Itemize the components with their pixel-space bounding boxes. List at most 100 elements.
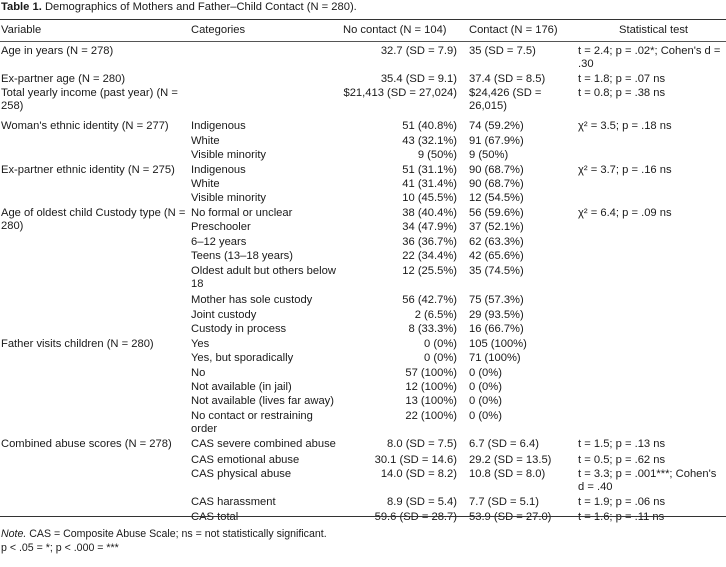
row-contact: 0 (0%) (469, 381, 502, 393)
row-contact: 105 (100%) (469, 338, 527, 350)
row-contact: 35 (74.5%) (469, 265, 524, 277)
row-no-contact: 8.9 (SD = 5.4) (387, 496, 457, 508)
row-statistical-test: t = 0.8; p = .38 ns (578, 87, 666, 99)
row-category: No contact or restraining order (191, 410, 313, 436)
row-contact: 12 (54.5%) (469, 192, 524, 204)
table-note: Note. CAS = Composite Abuse Scale; ns = … (1, 528, 327, 541)
row-contact: 91 (67.9%) (469, 135, 524, 147)
header-no-contact: No contact (N = 104) (343, 24, 447, 36)
row-contact: 6.7 (SD = 6.4) (469, 438, 539, 450)
row-contact: 7.7 (SD = 5.1) (469, 496, 539, 508)
row-no-contact: 8.0 (SD = 7.5) (387, 438, 457, 450)
row-contact: 42 (65.6%) (469, 250, 524, 262)
row-statistical-test: t = 1.6; p = .11 ns (578, 511, 665, 523)
row-statistical-test: χ² = 3.7; p = .16 ns (578, 164, 672, 176)
row-no-contact: $21,413 (SD = 27,024) (343, 87, 457, 99)
row-contact: 9 (50%) (469, 149, 509, 161)
row-category: CAS emotional abuse (191, 454, 300, 466)
note-label: Note. (1, 528, 27, 540)
row-statistical-test: χ² = 3.5; p = .18 ns (578, 120, 672, 132)
row-contact: 16 (66.7%) (469, 323, 524, 335)
row-no-contact: 0 (0%) (424, 338, 457, 350)
row-contact: 90 (68.7%) (469, 178, 524, 190)
row-category: Indigenous (191, 164, 246, 176)
row-statistical-test: t = 1.5; p = .13 ns (578, 438, 666, 450)
row-no-contact: 9 (50%) (417, 149, 457, 161)
row-no-contact: 34 (47.9%) (402, 221, 457, 233)
row-contact: 53.9 (SD = 27.0) (469, 511, 552, 523)
row-contact: 75 (57.3%) (469, 294, 524, 306)
row-variable: Ex-partner ethnic identity (N = 275) (1, 164, 175, 176)
row-no-contact: 13 (100%) (405, 395, 457, 407)
row-category: Visible minority (191, 149, 267, 161)
row-category: Not available (lives far away) (191, 395, 335, 407)
row-category: CAS total (191, 511, 239, 523)
row-contact: 0 (0%) (469, 367, 502, 379)
row-category: No (191, 367, 206, 379)
row-no-contact: 36 (36.7%) (402, 236, 457, 248)
header-rule (0, 41, 726, 42)
row-no-contact: 12 (100%) (405, 381, 457, 393)
row-variable: Woman's ethnic identity (N = 277) (1, 120, 169, 132)
row-no-contact: 14.0 (SD = 8.2) (380, 468, 457, 480)
header-categories: Categories (191, 24, 246, 36)
row-statistical-test: t = 0.5; p = .62 ns (578, 454, 666, 466)
row-category: Yes, but sporadically (191, 352, 294, 364)
row-statistical-test: t = 3.3; p = .001***; Cohen's d = .40 (578, 468, 717, 494)
row-variable: Age in years (N = 278) (1, 45, 114, 57)
row-contact: 29.2 (SD = 13.5) (469, 454, 552, 466)
row-category: Preschooler (191, 221, 251, 233)
row-variable: Father visits children (N = 280) (1, 338, 154, 350)
row-no-contact: 2 (6.5%) (414, 309, 457, 321)
row-contact: 35 (SD = 7.5) (469, 45, 536, 57)
note-text: CAS = Composite Abuse Scale; ns = not st… (29, 528, 327, 540)
row-no-contact: 51 (40.8%) (402, 120, 457, 132)
row-contact: 74 (59.2%) (469, 120, 524, 132)
row-no-contact: 35.4 (SD = 9.1) (380, 73, 457, 85)
row-variable: Age of oldest child Custody type (N = 28… (1, 207, 186, 233)
top-rule (0, 19, 726, 20)
row-no-contact: 30.1 (SD = 14.6) (374, 454, 457, 466)
row-contact: 71 (100%) (469, 352, 521, 364)
header-statistical-test: Statistical test (619, 24, 689, 36)
row-category: 6–12 years (191, 236, 247, 248)
row-contact: $24,426 (SD = 26,015) (469, 87, 542, 113)
row-no-contact: 32.7 (SD = 7.9) (380, 45, 457, 57)
row-category: No formal or unclear (191, 207, 293, 219)
row-category: Mother has sole custody (191, 294, 313, 306)
row-statistical-test: t = 2.4; p = .02*; Cohen's d = .30 (578, 45, 721, 71)
row-category: Not available (in jail) (191, 381, 292, 393)
header-contact: Contact (N = 176) (469, 24, 558, 36)
row-contact: 0 (0%) (469, 410, 502, 422)
row-statistical-test: t = 1.9; p = .06 ns (578, 496, 666, 508)
row-no-contact: 43 (32.1%) (402, 135, 457, 147)
row-no-contact: 8 (33.3%) (408, 323, 457, 335)
table-label: Table 1. (1, 1, 42, 13)
header-variable: Variable (1, 24, 42, 36)
table-caption: Table 1. Demographics of Mothers and Fat… (1, 1, 357, 14)
row-category: Indigenous (191, 120, 246, 132)
row-contact: 37.4 (SD = 8.5) (469, 73, 546, 85)
row-no-contact: 22 (100%) (405, 410, 457, 422)
row-category: CAS severe combined abuse (191, 438, 336, 450)
row-contact: 62 (63.3%) (469, 236, 524, 248)
table-title: Demographics of Mothers and Father–Child… (44, 1, 357, 13)
row-variable: Combined abuse scores (N = 278) (1, 438, 172, 450)
row-no-contact: 57 (100%) (405, 367, 457, 379)
row-no-contact: 41 (31.4%) (402, 178, 457, 190)
row-category: Joint custody (191, 309, 257, 321)
row-statistical-test: χ² = 6.4; p = .09 ns (578, 207, 672, 219)
row-no-contact: 38 (40.4%) (402, 207, 457, 219)
row-category: CAS physical abuse (191, 468, 292, 480)
row-category: White (191, 178, 220, 190)
row-contact: 10.8 (SD = 8.0) (469, 468, 546, 480)
row-statistical-test: t = 1.8; p = .07 ns (578, 73, 666, 85)
row-category: Visible minority (191, 192, 267, 204)
row-no-contact: 51 (31.1%) (402, 164, 457, 176)
row-no-contact: 0 (0%) (424, 352, 457, 364)
row-category: CAS harassment (191, 496, 276, 508)
row-category: Yes (191, 338, 210, 350)
row-no-contact: 10 (45.5%) (402, 192, 457, 204)
row-no-contact: 12 (25.5%) (402, 265, 457, 277)
row-category: Teens (13–18 years) (191, 250, 293, 262)
